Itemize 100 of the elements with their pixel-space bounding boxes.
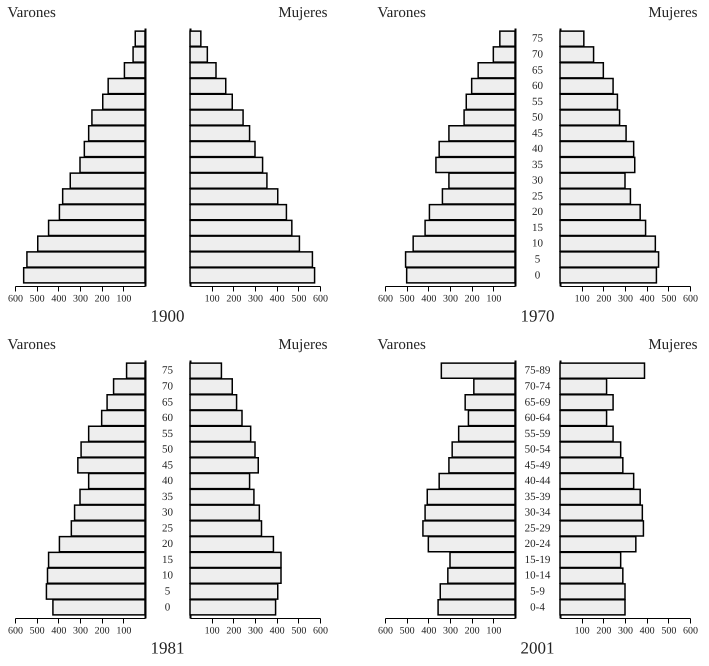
x-tick-label: 200 xyxy=(226,294,242,304)
x-tick-label: 600 xyxy=(683,294,698,304)
y-tick-label: 60-64 xyxy=(524,412,551,424)
x-tick-label: 300 xyxy=(443,626,458,636)
y-tick-label: 65 xyxy=(532,64,544,76)
y-tick-label: 35 xyxy=(532,158,544,171)
chart-title: Mujeres xyxy=(648,337,698,353)
x-tick-label: 200 xyxy=(596,294,612,304)
chart-title: Mujeres xyxy=(278,5,328,21)
x-tick-label: 300 xyxy=(248,626,263,636)
y-tick-label: 30 xyxy=(162,506,174,519)
y-tick-label: 65-69 xyxy=(524,396,551,408)
x-tick-label: 600 xyxy=(683,626,698,636)
chart-title: Varones xyxy=(8,337,56,353)
x-tick-label: 100 xyxy=(204,294,220,304)
y-tick-label: 20 xyxy=(162,538,174,550)
x-tick-label: 300 xyxy=(618,294,633,304)
chart-title: Mujeres xyxy=(278,337,328,353)
chart-title: Varones xyxy=(378,5,426,21)
y-tick-label: 70-74 xyxy=(524,380,551,392)
x-tick-label: 600 xyxy=(8,294,23,304)
x-tick-label: 200 xyxy=(596,626,612,636)
y-tick-label: 20-24 xyxy=(524,538,551,550)
y-tick-label: 55 xyxy=(162,428,174,440)
x-tick-label: 100 xyxy=(574,294,590,304)
x-tick-label: 400 xyxy=(640,626,655,636)
x-tick-label: 100 xyxy=(116,294,132,304)
x-tick-label: 500 xyxy=(291,626,306,636)
x-tick-label: 500 xyxy=(400,294,415,304)
y-tick-label: 5 xyxy=(534,254,541,266)
x-axis-title: 2001 xyxy=(520,638,554,658)
x-tick-label: 300 xyxy=(73,294,88,304)
y-tick-label: 10 xyxy=(162,570,174,582)
x-tick-label: 400 xyxy=(640,294,655,304)
y-tick-label: 0-4 xyxy=(530,601,546,614)
y-tick-label: 15-19 xyxy=(524,554,551,566)
y-tick-label: 75-89 xyxy=(524,364,551,377)
x-tick-label: 100 xyxy=(116,626,132,636)
x-tick-label: 200 xyxy=(94,626,110,636)
x-tick-label: 600 xyxy=(378,626,393,636)
x-tick-label: 400 xyxy=(270,294,285,304)
y-tick-label: 5-9 xyxy=(530,586,546,598)
chart-title: Varones xyxy=(8,5,56,21)
y-tick-label: 25 xyxy=(532,190,544,202)
y-tick-label: 65 xyxy=(162,396,174,408)
x-tick-label: 600 xyxy=(313,294,328,304)
y-tick-label: 70 xyxy=(532,48,544,60)
y-tick-label: 50-54 xyxy=(524,444,551,456)
y-tick-label: 50 xyxy=(532,112,544,124)
x-tick-label: 300 xyxy=(443,294,458,304)
y-tick-label: 75 xyxy=(162,364,174,377)
chart-title: Mujeres xyxy=(648,5,698,21)
x-tick-label: 500 xyxy=(30,626,45,636)
y-tick-label: 75 xyxy=(532,32,544,45)
y-tick-label: 10 xyxy=(532,238,544,250)
x-tick-label: 400 xyxy=(421,626,436,636)
x-tick-label: 600 xyxy=(378,294,393,304)
x-tick-label: 600 xyxy=(313,626,328,636)
x-tick-label: 500 xyxy=(400,626,415,636)
x-tick-label: 400 xyxy=(51,626,66,636)
y-tick-label: 70 xyxy=(162,380,174,392)
y-tick-label: 40 xyxy=(532,143,544,156)
y-tick-label: 40-44 xyxy=(524,475,551,488)
y-tick-label: 35-39 xyxy=(524,490,551,503)
x-tick-label: 500 xyxy=(30,294,45,304)
y-tick-label: 0 xyxy=(534,269,541,282)
y-tick-label: 45-49 xyxy=(524,459,551,472)
x-tick-label: 500 xyxy=(661,294,676,304)
y-tick-label: 15 xyxy=(162,554,174,566)
x-tick-label: 100 xyxy=(204,626,220,636)
x-tick-label: 600 xyxy=(8,626,23,636)
x-tick-label: 200 xyxy=(226,626,242,636)
y-tick-label: 55-59 xyxy=(524,428,551,440)
y-tick-label: 20 xyxy=(532,206,544,218)
x-tick-label: 300 xyxy=(618,626,633,636)
x-axis-title: 1900 xyxy=(150,306,184,326)
x-tick-label: 400 xyxy=(51,294,66,304)
x-tick-label: 300 xyxy=(73,626,88,636)
y-tick-label: 50 xyxy=(162,444,174,456)
y-tick-label: 35 xyxy=(162,490,174,503)
x-tick-label: 100 xyxy=(486,294,502,304)
x-tick-label: 200 xyxy=(464,626,480,636)
y-tick-label: 25 xyxy=(162,522,174,534)
x-tick-label: 200 xyxy=(464,294,480,304)
y-tick-label: 60 xyxy=(162,412,174,424)
x-tick-label: 500 xyxy=(661,626,676,636)
y-tick-label: 40 xyxy=(162,475,174,488)
chart-title: Varones xyxy=(378,337,426,353)
y-tick-label: 30-34 xyxy=(524,506,551,519)
x-axis-title: 1970 xyxy=(520,306,554,326)
x-tick-label: 100 xyxy=(574,626,590,636)
y-tick-label: 0 xyxy=(164,601,171,614)
y-tick-label: 10-14 xyxy=(524,570,551,582)
x-tick-label: 400 xyxy=(270,626,285,636)
x-tick-label: 200 xyxy=(94,294,110,304)
y-tick-label: 15 xyxy=(532,222,544,234)
y-tick-label: 5 xyxy=(164,586,171,598)
x-tick-label: 300 xyxy=(248,294,263,304)
y-tick-label: 45 xyxy=(162,459,174,472)
y-tick-label: 30 xyxy=(532,174,544,187)
